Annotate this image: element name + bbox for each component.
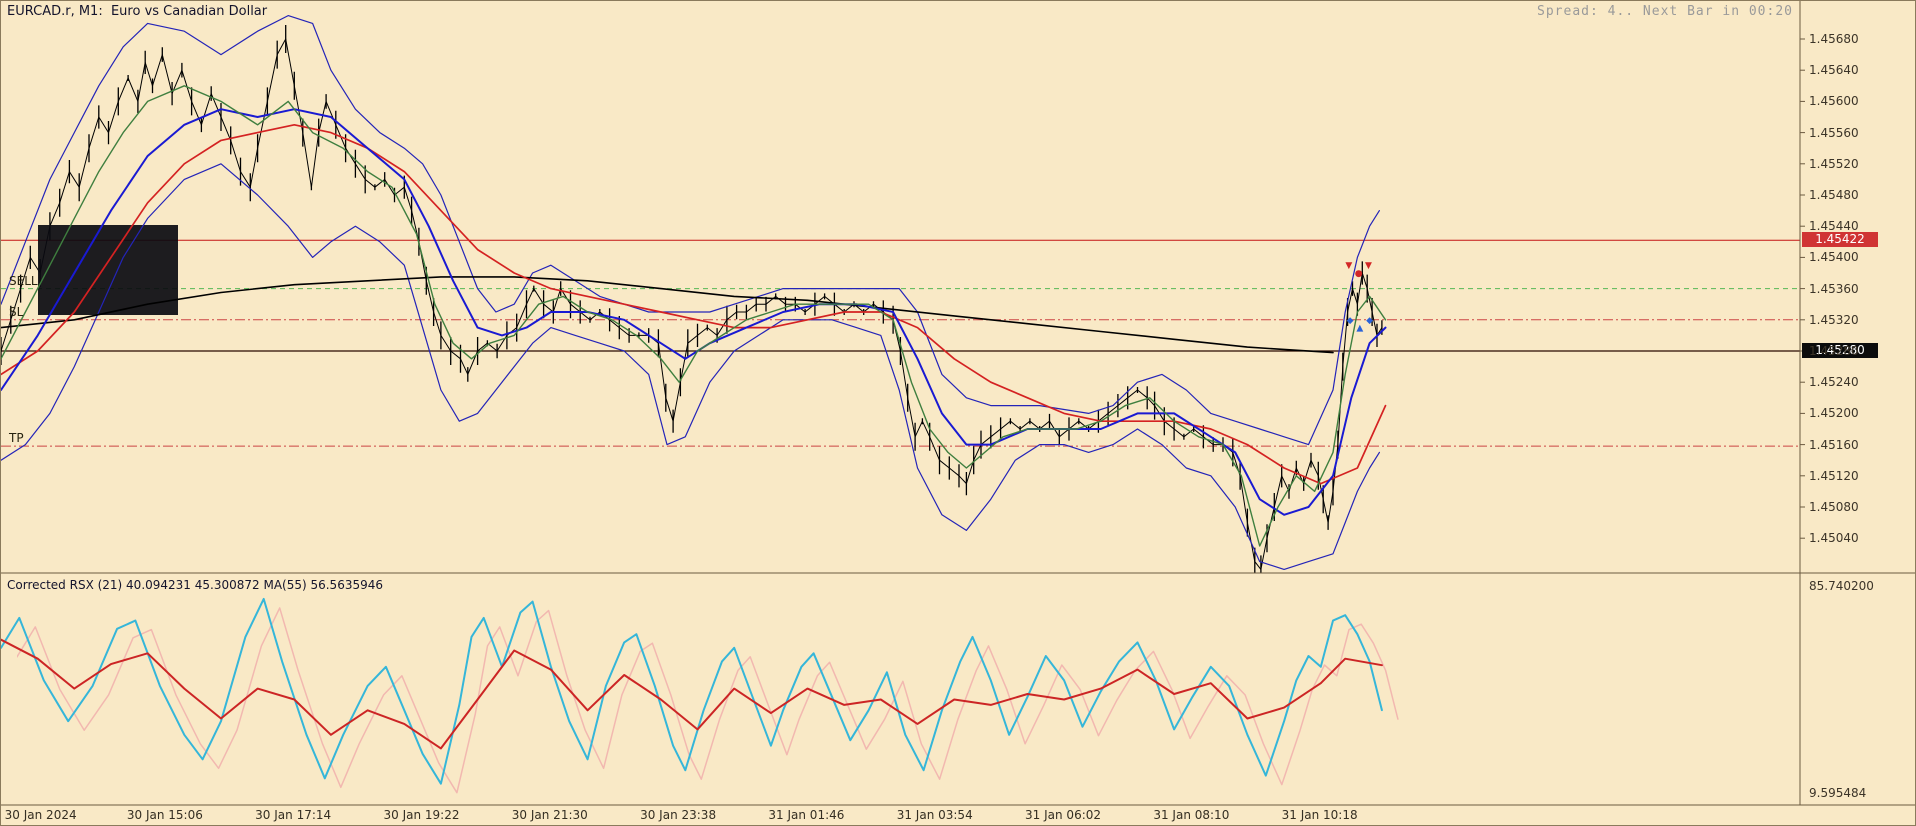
rsx-signal-line <box>1 638 1383 750</box>
time-axis-label: 30 Jan 2024 <box>4 808 77 822</box>
candle-bars <box>1 25 1383 573</box>
price-axis-label: 1.45040 <box>1809 531 1859 546</box>
time-axis-label: 30 Jan 23:38 <box>640 808 717 822</box>
price-axis-label: 1.45200 <box>1809 406 1859 421</box>
price-badge-level: 1.45422 <box>1802 232 1878 248</box>
time-scale[interactable]: 30 Jan 2024 30 Jan 15:06 30 Jan 17:14 30 Ja… <box>1 805 1915 825</box>
trade-marker: ▼ <box>1365 261 1372 271</box>
trade-marker: ● <box>1355 269 1363 279</box>
price-axis-label: 1.45240 <box>1809 375 1859 390</box>
time-axis-label: 30 Jan 19:22 <box>383 808 460 822</box>
indicator-values-label: Corrected RSX (21) 40.094231 45.300872 M… <box>7 578 384 592</box>
bollinger-upper-line <box>1 15 1380 446</box>
price-axis-label: 1.45520 <box>1809 156 1859 171</box>
price-scale[interactable]: 1.45422 1.45280 1.45680 1.45640 1.45600 1.4… <box>1800 1 1915 805</box>
time-axis-label: 31 Jan 06:02 <box>1025 808 1102 822</box>
time-axis-label: 31 Jan 10:18 <box>1281 808 1358 822</box>
time-axis-label: 31 Jan 01:46 <box>768 808 845 822</box>
bollinger-lower-line <box>1 163 1380 570</box>
price-axis-label: 1.45080 <box>1809 500 1859 514</box>
ma-200-black-line <box>1 276 1334 354</box>
take-profit-line-label: TP <box>9 431 24 446</box>
price-axis-label: 1.45480 <box>1809 188 1859 202</box>
price-axis-label: 1.45640 <box>1809 63 1859 78</box>
time-axis-label: 30 Jan 21:30 <box>511 808 588 822</box>
price-axis-label: 1.45600 <box>1809 94 1859 109</box>
rsx-pink-line <box>17 607 1399 794</box>
price-axis-label: 1.45560 <box>1809 125 1859 140</box>
price-axis-label: 1.45440 <box>1809 219 1859 234</box>
sell-entry-line-label: SELL <box>9 273 38 288</box>
price-axis-label: 1.45400 <box>1809 250 1859 265</box>
trade-marker: ▼ <box>1345 261 1352 271</box>
candles-line <box>1 38 1383 570</box>
rsx-main-line <box>1 597 1383 785</box>
rectangle-object[interactable] <box>38 225 178 315</box>
ma-slow-red-line <box>1 123 1387 485</box>
time-axis-label: 31 Jan 08:10 <box>1153 808 1230 822</box>
price-axis-label: 1.45680 <box>1809 32 1859 46</box>
ma-fast-green-line <box>1 85 1387 547</box>
price-axis-label: 1.45160 <box>1809 437 1859 452</box>
price-badge-bid: 1.45280 <box>1802 343 1878 358</box>
stop-loss-line-label: SL <box>9 304 24 319</box>
indicator-scale-max: 85.740200 <box>1809 579 1874 593</box>
time-axis-label: 30 Jan 17:14 <box>255 808 332 822</box>
trade-marker: ◆ <box>1366 316 1373 326</box>
trade-marker: ◆ <box>1347 316 1354 326</box>
spread-nextbar-status: Spread: 4.. Next Bar in 00:20 <box>1537 4 1793 19</box>
indicator-scale-min: 9.595484 <box>1809 786 1867 800</box>
trade-marker: ▲ <box>1356 324 1363 334</box>
chart-symbol-title: EURCAD.r, M1: Euro vs Canadian Dollar <box>7 4 268 19</box>
price-axis-label: 1.45120 <box>1809 468 1859 483</box>
time-axis-label: 31 Jan 03:54 <box>896 808 973 822</box>
price-axis-label: 1.45360 <box>1809 281 1859 296</box>
price-axis-label: 1.45320 <box>1809 312 1859 327</box>
price-axis-label: 1.45280 <box>1809 344 1859 358</box>
time-axis-label: 30 Jan 15:06 <box>126 808 203 822</box>
